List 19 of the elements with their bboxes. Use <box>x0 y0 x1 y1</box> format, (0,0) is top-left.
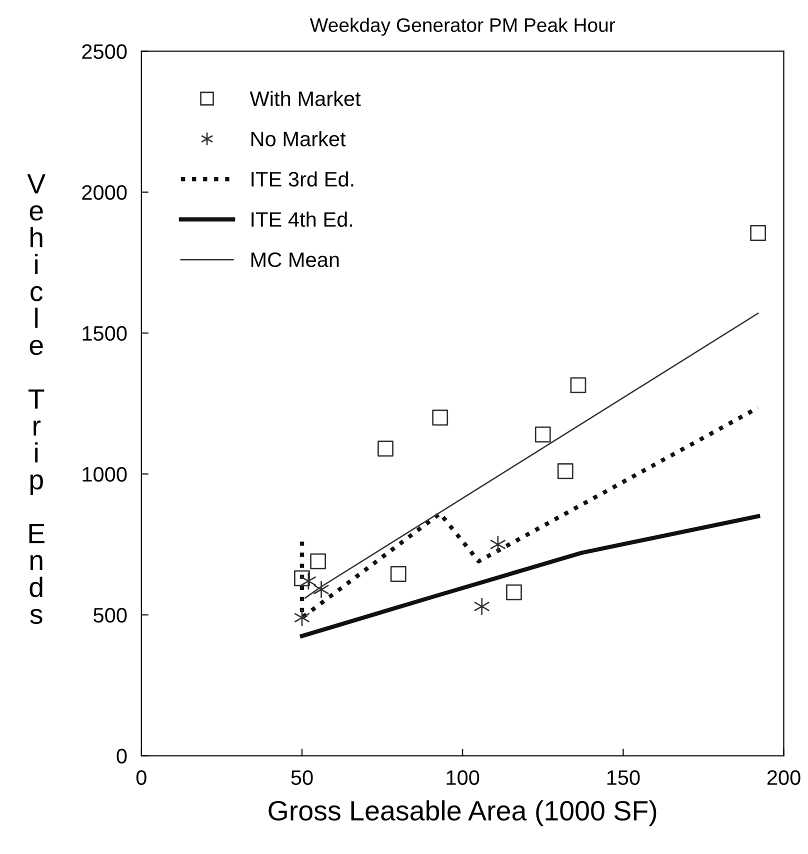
x-tick-label: 200 <box>767 770 800 785</box>
legend-label: MC Mean <box>251 252 339 268</box>
y-tick-label: 500 <box>94 608 127 623</box>
text: Vehicle Trip Ends <box>27 174 46 624</box>
y-tick-label: 0 <box>116 748 127 764</box>
y-tick-label: 1500 <box>82 326 127 341</box>
y-tick-label: 2000 <box>82 185 127 200</box>
legend-label: ITE 4th Ed. <box>252 212 352 227</box>
chart-title: Weekday Generator PM Peak Hour <box>310 18 616 36</box>
legend-label: ITE 3rd Ed. <box>252 171 354 187</box>
x-tick-label: 100 <box>446 770 480 785</box>
x-tick-label: 0 <box>136 770 146 785</box>
x-tick-label: 50 <box>291 770 313 785</box>
legend-label: With Market <box>250 90 361 106</box>
x-tick-label: 150 <box>607 770 640 785</box>
legend-label: No Market <box>251 131 346 146</box>
x-axis-title: Gross Leasable Area (1000 SF) <box>268 800 656 826</box>
y-tick-label: 2500 <box>82 44 127 59</box>
y-tick-label: 1000 <box>82 466 127 482</box>
